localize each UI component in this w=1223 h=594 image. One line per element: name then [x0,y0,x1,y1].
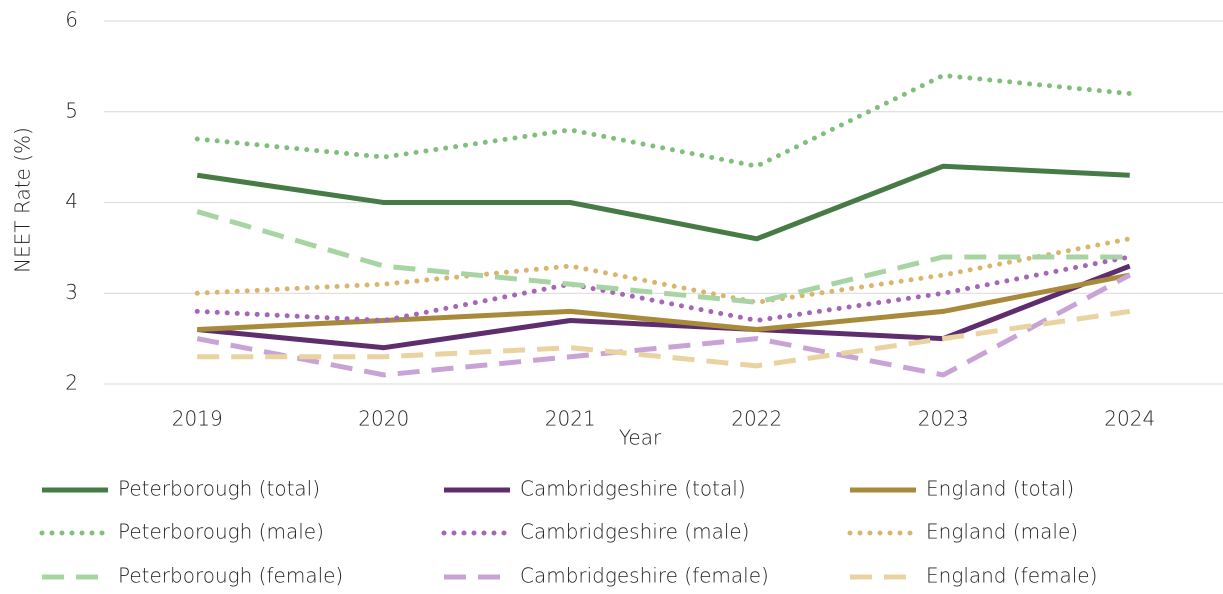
y-tick-label: 4 [65,189,78,213]
y-tick-label: 5 [65,98,78,122]
series-line [194,72,1133,169]
legend-label: Cambridgeshire (total) [520,477,746,501]
series-line [196,163,1130,242]
x-tick-label: 2021 [545,407,596,431]
legend-label: Peterborough (male) [118,520,324,544]
x-tick-label: 2024 [1104,407,1155,431]
legend-label: England (female) [926,564,1097,588]
y-tick-label: 6 [65,8,78,32]
legend-label: Peterborough (total) [118,477,320,501]
y-axis-title: NEET Rate (%) [11,127,35,273]
x-tick-label: 2020 [358,407,409,431]
series-line [196,272,1131,378]
x-tick-label: 2022 [731,407,782,431]
series-line [197,308,1131,369]
x-tick-label: 2023 [918,407,969,431]
series-line [194,254,1133,323]
series-line [197,272,1131,333]
series-line [196,209,1130,305]
legend-label: Peterborough (female) [118,564,343,588]
series-line [197,263,1131,351]
x-tick-label: 2019 [172,407,223,431]
legend-label: Cambridgeshire (male) [520,520,749,544]
legend-label: Cambridgeshire (female) [520,564,769,588]
legend-label: England (male) [926,520,1078,544]
y-tick-label: 3 [65,280,78,304]
y-tick-label: 2 [65,371,78,395]
legend-label: England (total) [926,477,1074,501]
series-line [194,236,1133,305]
x-axis-title: Year [619,426,662,450]
